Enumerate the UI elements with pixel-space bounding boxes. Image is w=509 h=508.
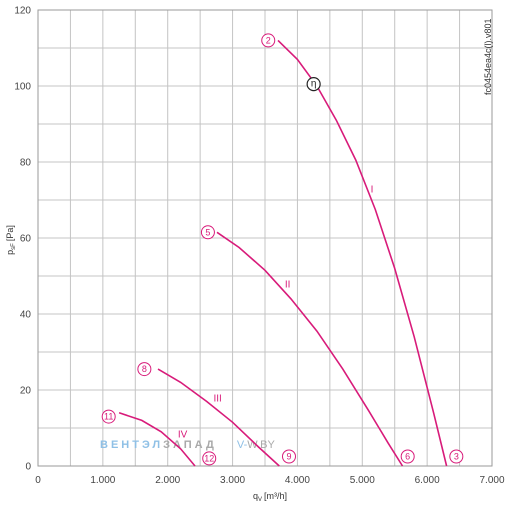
marker-number: 2 — [266, 35, 271, 45]
start-point-marker: 2 — [261, 33, 276, 48]
tick-labels: 0 1.000 2.000 3.000 4.000 5.000 6.000 7.000 0 20 4… — [14, 6, 505, 487]
watermark: ВЕНТЭЛЗАПАД V-W.BY — [100, 439, 275, 451]
model-code-label: fc0454ea4c(l).v801 — [483, 18, 493, 95]
curve-label: II — [285, 279, 291, 290]
marker-circle — [281, 449, 296, 464]
watermark-text: ВЕНТЭЛЗАПАД V-W.BY — [100, 439, 275, 451]
x-tick-label: 7.000 — [479, 475, 504, 486]
x-tick-label: 3.000 — [220, 475, 245, 486]
performance-curve-i — [277, 39, 448, 467]
x-tick-label: 4.000 — [285, 475, 310, 486]
curve-label: III — [213, 393, 221, 404]
marker-circle — [101, 409, 116, 424]
y-tick-label: 20 — [20, 386, 32, 397]
marker-circle — [202, 451, 217, 466]
x-tick-label: 6.000 — [415, 475, 440, 486]
marker-number: 5 — [205, 227, 210, 237]
y-tick-label: 80 — [20, 158, 32, 169]
x-tick-label: 5.000 — [350, 475, 375, 486]
end-point-marker: 12 — [202, 451, 217, 466]
y-tick-label: 120 — [14, 6, 31, 17]
marker-number: 6 — [405, 452, 410, 462]
efficiency-marker: η — [306, 76, 321, 92]
marker-number: 3 — [454, 452, 459, 462]
performance-curve-iii — [157, 368, 280, 467]
performance-curve-iv — [118, 412, 196, 467]
efficiency-symbol: η — [311, 79, 317, 90]
y-tick-label: 0 — [25, 462, 31, 473]
y-axis-label: psF[Pa] — [5, 225, 17, 255]
start-point-marker: 8 — [137, 362, 152, 377]
marker-number: 9 — [286, 452, 291, 462]
marker-circle — [137, 362, 152, 377]
x-tick-label: 1.000 — [90, 475, 115, 486]
x-axis-label: qV [m³/h] — [253, 491, 287, 503]
marker-number: 11 — [104, 412, 113, 422]
y-tick-label: 100 — [14, 82, 31, 93]
marker-circle — [400, 449, 415, 464]
end-point-marker: 9 — [281, 449, 296, 464]
efficiency-circle — [306, 76, 321, 92]
start-point-marker: 11 — [101, 409, 116, 424]
curve-label: I — [371, 184, 374, 195]
start-point-marker: 5 — [200, 225, 215, 240]
marker-circle — [261, 33, 276, 48]
y-tick-label: 60 — [20, 234, 32, 245]
marker-number: 12 — [204, 453, 214, 463]
curves — [118, 39, 448, 467]
plot-frame — [37, 9, 493, 467]
x-tick-label: 0 — [35, 475, 41, 486]
marker-circle — [449, 449, 464, 464]
curve-label: IV — [178, 430, 188, 441]
x-tick-label: 2.000 — [155, 475, 180, 486]
end-point-marker: 3 — [449, 449, 464, 464]
marker-circle — [200, 225, 215, 240]
point-markers: 2 3 5 6 8 9 11 12 — [101, 33, 464, 466]
performance-curve-ii — [216, 231, 404, 467]
marker-number: 8 — [142, 364, 147, 374]
grid — [37, 9, 493, 467]
y-tick-label: 40 — [20, 310, 32, 321]
end-point-marker: 6 — [400, 449, 415, 464]
